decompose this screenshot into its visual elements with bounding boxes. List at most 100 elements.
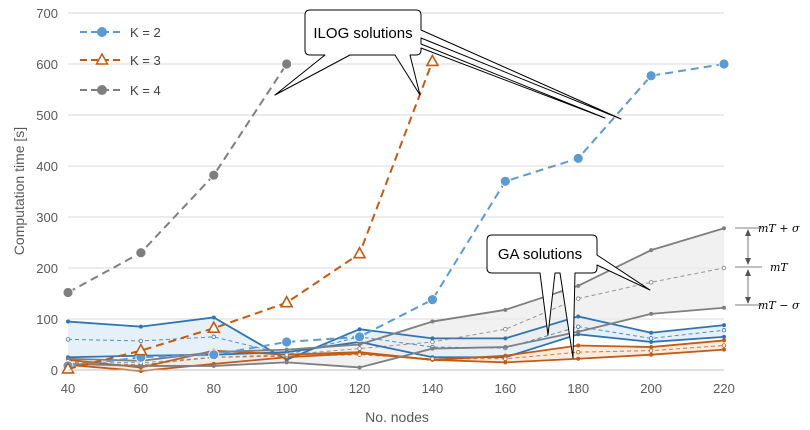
ga-upper-point [576,283,581,288]
ilog-point-k2 [645,70,657,82]
ga-upper-point [649,248,654,253]
ilog-point-k2 [718,58,730,70]
ga-lower-point [649,311,654,316]
ga-upper-point [576,343,581,348]
x-tick-label: 140 [422,381,444,396]
ga-mean-point [721,328,727,333]
legend-label-k3: K = 3 [130,53,161,68]
ga-callout-label: GA solutions [498,246,582,263]
gridlines [68,12,724,320]
sigma-annotation: mT + σ mT mT − σ [735,222,800,312]
ilog-callout-shape [274,9,622,120]
y-tick-label: 600 [36,57,58,72]
y-tick-label: 400 [36,159,58,174]
ga-upper-point [284,347,289,352]
ilog-point-k2 [208,349,220,361]
ilog-point-k3 [206,320,221,333]
legend-item-k2: K = 2 [80,25,161,40]
ga-mean-point [357,346,362,351]
legend-marker-k4 [97,85,107,95]
legend-label-k2: K = 2 [130,25,161,40]
x-tick-label: 200 [640,381,662,396]
ga-lower-line-k4 [67,306,725,369]
ga-upper-point [357,327,362,332]
y-axis-title: Computation time [s] [11,127,27,255]
y-tick-label: 200 [36,261,58,276]
ga-lower-point [649,339,654,344]
ga-lower-line-k3 [67,348,725,372]
ga-lower-point [722,334,726,339]
ga-lower-point [722,347,726,352]
ga-mean-point [357,352,362,357]
ilog-point-k3 [134,342,148,356]
y-tick-label: 500 [36,108,58,123]
sigma-upper-label: mT + σ [758,222,800,235]
y-tick-label: 300 [36,210,58,225]
ga-lower-point [649,352,654,357]
ga-mean-point [284,352,289,357]
ga-upper-point [722,323,726,328]
ga-mean-point [503,356,508,361]
ga-bands [65,226,727,374]
ga-upper-point [430,336,435,341]
ilog-point-k2 [281,336,293,348]
sigma-mean-label: mT [770,261,789,274]
ilog-point-k4 [281,58,293,70]
sigma-lower-arrowhead-bottom [745,297,751,304]
ga-upper-point [138,324,143,329]
ilog-point-k4 [135,247,147,259]
ga-mean-point [576,324,581,329]
ga-upper-point [66,319,70,324]
ilog-line-k2 [67,63,725,367]
ga-lower-point [430,346,435,351]
ga-lower-point [284,360,289,365]
ga-mean-point [721,343,727,348]
ga-mean-line-k4 [67,267,725,364]
ga-upper-point [722,338,726,343]
legend-label-k4: K = 4 [130,83,161,98]
ga-upper-point [576,314,581,319]
ga-mean-line-k2 [67,326,725,356]
ga-callout-shape [486,234,651,359]
ga-upper-point [503,353,508,358]
ga-mean-point [65,337,71,342]
legend-item-k3: K = 3 [80,52,161,68]
ilog-point-k3 [425,53,440,67]
ga-mean-point [648,280,654,285]
x-axis-title: No. nodes [365,409,429,425]
ga-upper-point [503,307,508,312]
x-tick-label: 40 [61,381,75,396]
ga-mean-line-k3 [67,345,725,366]
y-tick-label: 0 [51,363,58,378]
ilog-point-k4 [62,287,74,298]
ga-upper-point [357,342,362,347]
x-tick-label: 180 [567,381,589,396]
ilog-line-k3 [67,61,434,370]
x-tick-label: 60 [134,381,148,396]
ga-mean-point [138,338,144,344]
ilog-callout-label: ILOG solutions [313,25,412,42]
ilog-point-k4 [208,169,220,181]
x-tick-label: 120 [349,381,371,396]
ilog-line-k4 [67,63,288,294]
legend-marker-k3 [95,52,109,65]
y-tick-label: 700 [36,6,58,21]
ilog-callout: ILOG solutions [274,9,622,120]
ga-lower-point [357,365,362,370]
sigma-lower-arrowhead-top [745,269,751,276]
ga-mean-point [430,339,435,345]
x-tick-label: 220 [713,381,735,396]
ga-lower-point [576,329,581,334]
legend: K = 2 K = 3 K = 4 [80,25,161,98]
ilog-point-k2 [427,294,438,306]
ga-callout: GA solutions [486,234,651,359]
ga-lower-point [503,360,508,365]
axes: 0 100 200 300 400 500 600 700 40 60 80 100 120 140 160… [36,6,735,396]
ga-upper-point [430,319,435,324]
ga-lower-point [722,305,726,310]
ga-upper-point [649,330,654,335]
ilog-point-k2 [572,152,584,164]
ga-mean-point [576,296,581,301]
ilog-series [61,53,730,374]
